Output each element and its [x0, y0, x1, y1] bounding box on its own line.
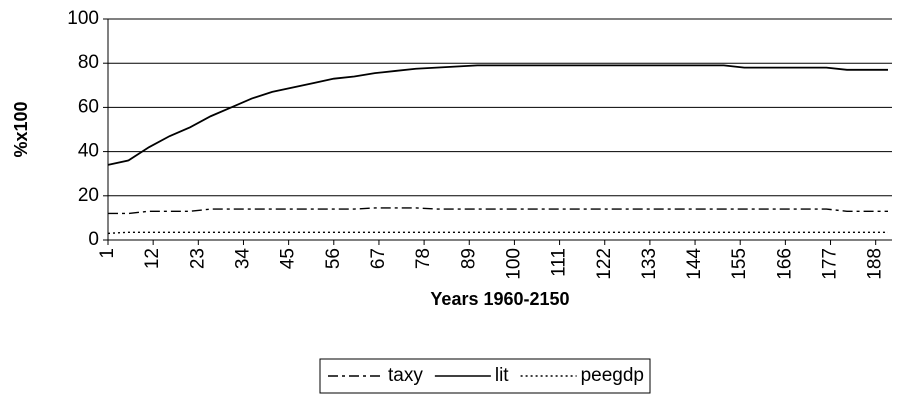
x-tick-label: 188 [865, 248, 886, 280]
x-tick-label: 67 [368, 248, 389, 269]
x-tick-label: 78 [413, 248, 434, 269]
x-tick-label: 1 [97, 248, 118, 259]
series-line [107, 231, 888, 235]
x-tick-label: 133 [639, 248, 660, 280]
legend: taxy lit peegdp [319, 358, 651, 394]
y-tick-label: 100 [67, 8, 99, 29]
y-axis-title: %x100 [11, 101, 31, 157]
x-tick-label: 45 [278, 248, 299, 269]
series-line [108, 207, 888, 215]
x-axis-title: Years 1960-2150 [430, 289, 569, 309]
x-tick-label: 23 [187, 248, 208, 269]
legend-label: peegdp [581, 365, 644, 386]
x-tick-label: 111 [549, 248, 570, 277]
y-tick-label: 20 [78, 185, 99, 206]
legend-label: lit [495, 365, 509, 386]
x-tick-label: 34 [232, 248, 253, 270]
x-tick-label: 144 [684, 248, 705, 280]
series-line [107, 64, 888, 166]
x-tick-label: 177 [820, 248, 841, 280]
y-tick-label: 60 [78, 96, 99, 117]
y-tick-label: 40 [78, 141, 99, 162]
legend-label: taxy [388, 365, 423, 386]
x-tick-label: 56 [323, 248, 344, 269]
y-tick-label: 80 [78, 52, 99, 73]
x-tick-label: 122 [594, 248, 615, 280]
x-tick-label: 166 [774, 248, 795, 280]
x-tick-label: 89 [458, 248, 479, 269]
x-tick-label: 155 [729, 248, 750, 280]
x-tick-label: 12 [142, 248, 163, 269]
x-tick-label: 100 [503, 248, 524, 280]
y-tick-label: 0 [88, 229, 99, 250]
